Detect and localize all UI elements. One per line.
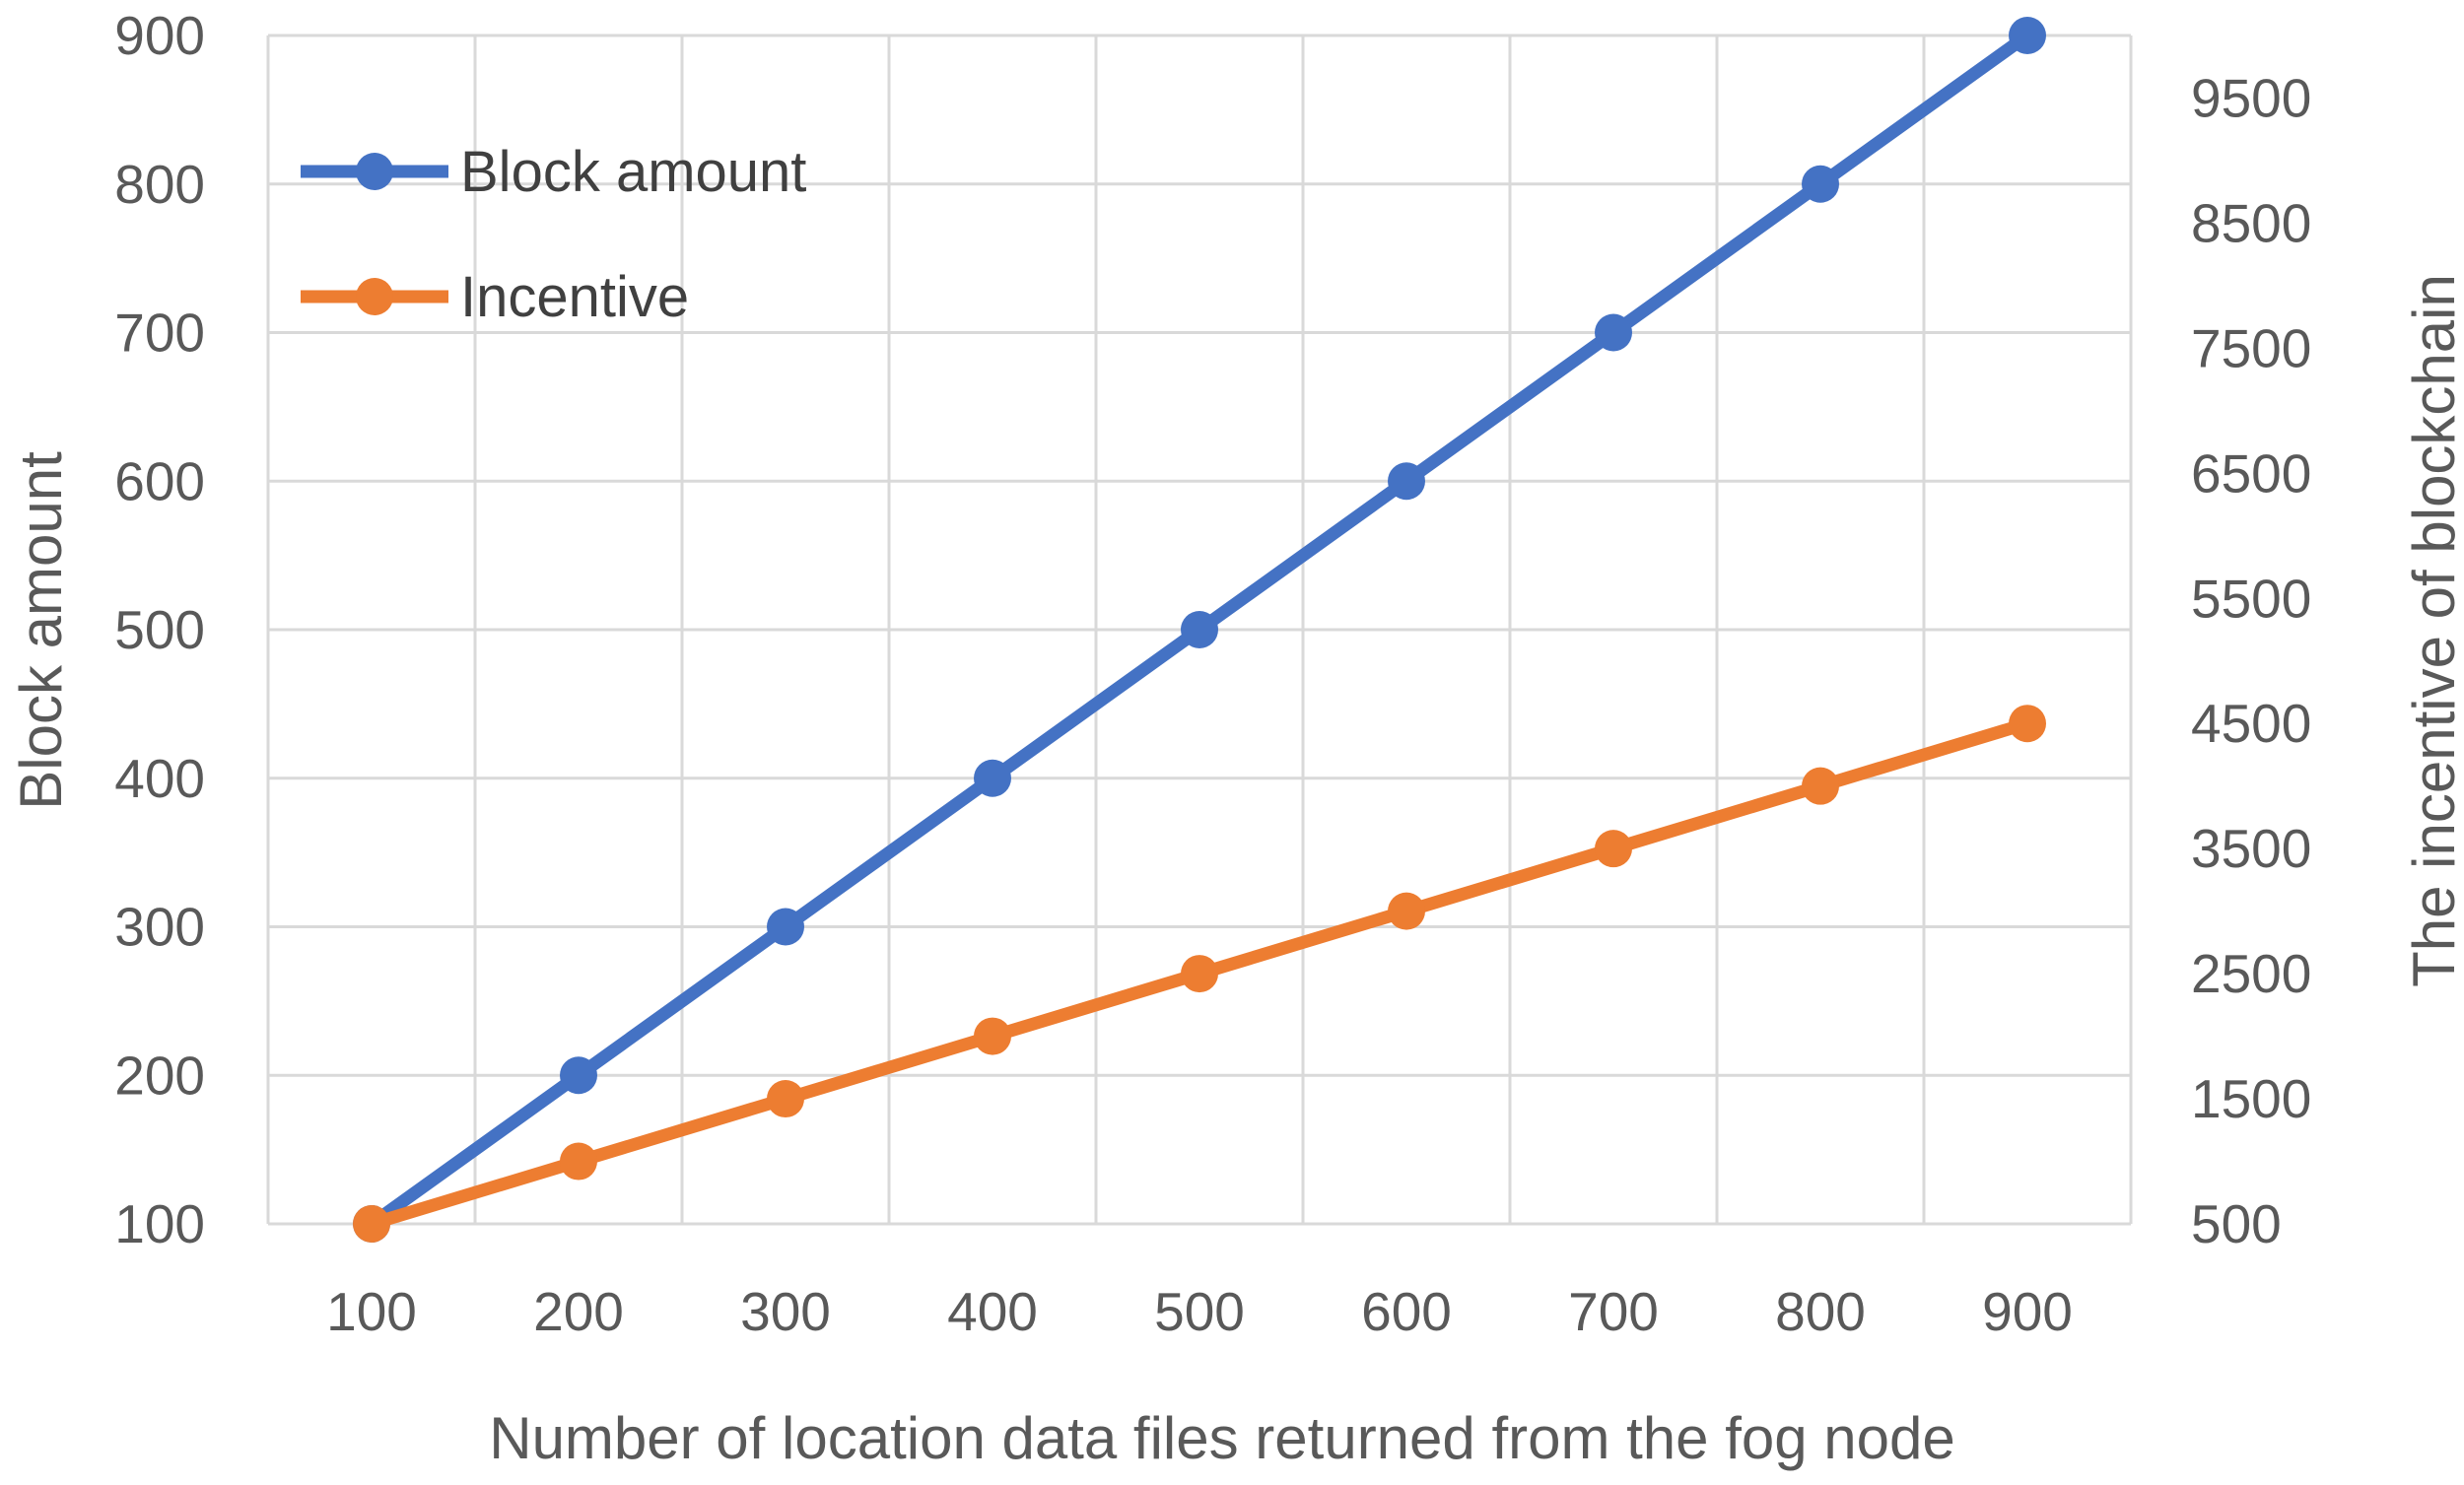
x-tick-label: 800 bbox=[1775, 1281, 1866, 1342]
x-tick-label: 200 bbox=[533, 1281, 624, 1342]
y-tick-label: 400 bbox=[114, 748, 205, 809]
data-point bbox=[1181, 611, 1218, 648]
y2-tick-label: 500 bbox=[2191, 1193, 2282, 1254]
right-y-axis-title: The incentive of blockchain bbox=[2401, 274, 2464, 987]
series-incentive bbox=[353, 705, 2046, 1243]
y2-tick-label: 3500 bbox=[2191, 818, 2311, 879]
data-point bbox=[1802, 165, 1839, 203]
x-tick-label: 900 bbox=[1982, 1281, 2073, 1342]
data-point bbox=[974, 759, 1011, 797]
x-tick-label: 300 bbox=[740, 1281, 831, 1342]
data-point bbox=[353, 1205, 390, 1243]
y-tick-label: 800 bbox=[114, 154, 205, 215]
y2-tick-label: 7500 bbox=[2191, 317, 2311, 378]
y-tick-label: 100 bbox=[114, 1193, 205, 1254]
legend: Block amount Incentive bbox=[301, 140, 806, 329]
data-point bbox=[1388, 462, 1425, 501]
y-tick-label: 300 bbox=[114, 897, 205, 958]
y-tick-label: 700 bbox=[114, 303, 205, 364]
x-tick-label: 500 bbox=[1154, 1281, 1245, 1342]
series-layer bbox=[353, 17, 2046, 1243]
data-point bbox=[767, 908, 804, 946]
left-y-axis-title: Block amount bbox=[8, 451, 74, 810]
x-tick-label: 600 bbox=[1361, 1281, 1452, 1342]
data-point bbox=[2009, 17, 2046, 54]
x-axis-title: Number of location data files returned f… bbox=[489, 1405, 1955, 1471]
x-tick-label: 100 bbox=[326, 1281, 417, 1342]
y2-tick-label: 2500 bbox=[2191, 943, 2311, 1004]
legend-swatch-marker bbox=[356, 278, 393, 315]
data-point bbox=[560, 1056, 597, 1095]
left-y-axis-ticks: 100 200 300 400 500 600 700 800 900 bbox=[114, 5, 205, 1254]
series-block-amount bbox=[353, 17, 2046, 1243]
data-point bbox=[560, 1142, 597, 1181]
data-point bbox=[1802, 767, 1839, 805]
y2-tick-label: 5500 bbox=[2191, 568, 2311, 629]
y2-tick-label: 1500 bbox=[2191, 1068, 2311, 1129]
data-point bbox=[767, 1080, 804, 1118]
y-tick-label: 200 bbox=[114, 1045, 205, 1106]
x-tick-label: 400 bbox=[947, 1281, 1038, 1342]
y2-tick-label: 6500 bbox=[2191, 442, 2311, 504]
y2-tick-label: 8500 bbox=[2191, 192, 2311, 253]
data-point bbox=[1181, 955, 1218, 993]
x-axis-ticks: 100 200 300 400 500 600 700 800 900 bbox=[326, 1281, 2073, 1342]
y-tick-label: 500 bbox=[114, 599, 205, 660]
x-tick-label: 700 bbox=[1568, 1281, 1659, 1342]
right-y-axis-ticks: 500 1500 2500 3500 4500 5500 6500 7500 8500 9500 bbox=[2191, 67, 2311, 1254]
data-point bbox=[1595, 830, 1632, 868]
y2-tick-label: 4500 bbox=[2191, 693, 2311, 754]
legend-swatch-marker bbox=[356, 153, 393, 190]
legend-item-block-amount: Block amount bbox=[301, 140, 806, 204]
legend-label: Incentive bbox=[460, 265, 689, 329]
legend-label: Block amount bbox=[460, 140, 806, 204]
data-point bbox=[1595, 313, 1632, 352]
data-point bbox=[1388, 892, 1425, 930]
data-point bbox=[2009, 705, 2046, 743]
data-point bbox=[974, 1017, 1011, 1055]
y2-tick-label: 9500 bbox=[2191, 67, 2311, 128]
y-tick-label: 900 bbox=[114, 5, 205, 66]
legend-item-incentive: Incentive bbox=[301, 265, 689, 329]
y-tick-label: 600 bbox=[114, 450, 205, 511]
